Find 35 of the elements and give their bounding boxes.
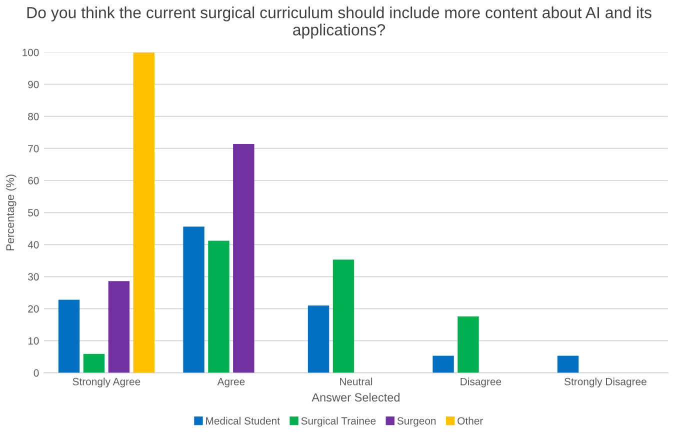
y-tick-label: 60 — [28, 177, 39, 184]
bar — [432, 356, 454, 373]
y-tick-label: 50 — [28, 209, 39, 216]
bar — [332, 260, 354, 373]
x-tick-label: Strongly Disagree — [564, 378, 646, 388]
y-tick-label: 90 — [28, 80, 39, 88]
y-tick-label: 10 — [28, 337, 39, 345]
bar — [233, 144, 254, 373]
bar — [557, 356, 579, 373]
y-tick-label: 30 — [28, 273, 39, 281]
x-tick-label: Disagree — [460, 378, 502, 388]
x-axis-title: Answer Selected — [312, 392, 400, 402]
bar — [58, 300, 80, 373]
y-tick-label: 0 — [34, 369, 39, 377]
legend-label: Surgical Trainee — [301, 416, 376, 427]
x-tick-label: Neutral — [340, 378, 372, 386]
y-tick-label: 40 — [28, 241, 39, 248]
y-tick-label: 80 — [28, 112, 39, 120]
bar — [183, 226, 204, 373]
y-axis-title: Percentage (%) — [6, 174, 16, 250]
bar — [108, 281, 130, 373]
bar — [83, 354, 105, 373]
legend-label: Surgeon — [397, 417, 436, 427]
bar — [308, 305, 330, 373]
bar — [133, 52, 154, 373]
bar — [208, 240, 230, 373]
legend-label: Medical Student — [206, 416, 280, 425]
bar — [458, 316, 479, 373]
chart-title: Do you think the current surgical curriculum should include more content about AI and its applications? — [27, 6, 652, 39]
x-tick-label: Agree — [217, 378, 245, 388]
y-tick-label: 100 — [22, 48, 39, 56]
x-tick-label: Strongly Agree — [72, 378, 140, 388]
y-tick-label: 70 — [28, 144, 39, 152]
legend-label: Other — [458, 416, 483, 425]
y-tick-label: 20 — [28, 305, 39, 313]
